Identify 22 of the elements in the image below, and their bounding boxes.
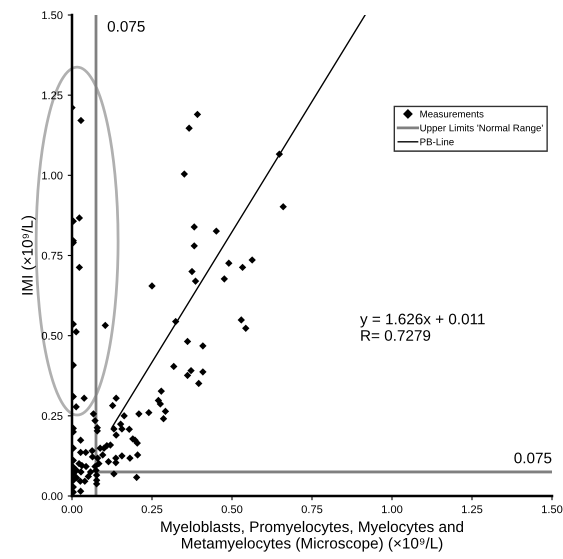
x-tick-label: 1.50 <box>542 505 562 514</box>
legend-label: Measurements <box>420 110 484 118</box>
x-tick-label: 0.25 <box>142 505 162 514</box>
y-tick-label: 0.00 <box>42 492 63 500</box>
x-tick-label: 1.00 <box>382 505 402 514</box>
annotation: y = 1.626x + 0.011 R= 0.7279 <box>360 314 485 341</box>
y-tick-label: 1.00 <box>42 172 63 180</box>
x-tick-label: 0.75 <box>302 505 322 514</box>
y-axis-title: IMI (×10⁹/L) <box>22 216 36 295</box>
y-tick-label: 1.25 <box>42 91 63 100</box>
y-tick-label: 0.50 <box>42 332 63 340</box>
x-tick-label: 1.25 <box>462 505 482 514</box>
legend-label: Upper Limits 'Normal Range' <box>420 124 543 134</box>
legend-label: PB-Line <box>420 138 454 146</box>
y-tick-label: 0.75 <box>42 252 63 260</box>
annotation: 0.075 <box>108 20 145 32</box>
y-tick-label: 0.25 <box>42 412 63 420</box>
y-tick-label: 1.50 <box>42 11 63 20</box>
x-axis-title: Myeloblasts, Promyelocytes, Myelocytes and Metamyelocytes (Microscope) (×10⁹/L) <box>161 520 464 552</box>
x-tick-label: 0.50 <box>222 505 242 514</box>
x-tick-label: 0.00 <box>62 505 82 514</box>
annotation: 0.075 <box>514 452 552 464</box>
